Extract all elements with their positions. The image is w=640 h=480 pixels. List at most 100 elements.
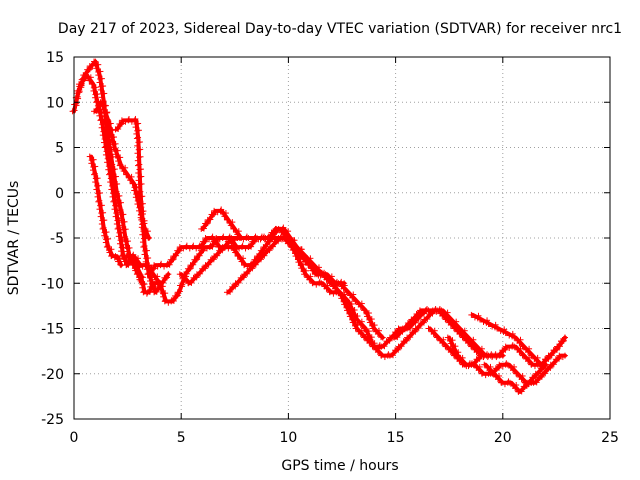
data-point [338,295,345,302]
data-point [298,246,305,253]
data-point [335,289,342,296]
data-point [96,79,103,86]
data-point [354,322,361,329]
data-point [297,255,304,262]
data-point [100,224,107,231]
data-point [457,354,464,361]
data-point [375,327,382,334]
data-point [121,218,128,225]
data-point [511,343,518,350]
data-point [284,235,290,241]
data-point [366,339,373,346]
data-point [117,206,124,213]
data-point [91,170,98,177]
data-point [115,158,122,165]
data-point [104,243,111,250]
data-point [528,361,535,368]
data-point [138,173,145,180]
data-point [307,255,314,262]
data-point [147,270,154,277]
data-point [86,77,93,84]
data-point [531,363,538,370]
data-point [176,244,183,251]
data-point [358,327,365,334]
data-point [354,313,361,320]
data-point [116,162,123,169]
data-point [248,243,255,250]
data-point [141,227,148,234]
data-point [434,307,441,314]
data-point [180,245,187,252]
data-point [330,290,337,297]
data-point [346,313,353,320]
data-point [424,316,431,323]
data-point [130,251,137,258]
data-point [127,258,134,265]
data-point [96,206,103,213]
data-point [479,370,486,377]
data-point [164,274,171,281]
data-point [238,258,245,265]
data-point [366,319,373,326]
data-point [535,370,542,377]
y-tick-label: -15 [41,322,64,338]
data-point [519,343,526,350]
data-point [351,316,358,323]
data-point [509,330,516,337]
data-point [288,237,295,244]
data-point [158,260,165,267]
data-point [266,236,273,243]
data-point [120,211,127,218]
data-point [116,192,123,199]
data-point [533,379,540,386]
data-point [87,74,94,81]
data-point [135,177,142,184]
data-point [222,243,229,250]
data-point [143,247,150,254]
data-point [502,330,509,337]
data-point [248,236,255,243]
data-point [99,106,106,113]
data-point [116,240,123,247]
data-point [519,372,526,379]
data-point [561,334,568,341]
data-point [120,230,127,237]
data-point [228,244,235,251]
x-axis-label: GPS time / hours [281,458,398,474]
data-point [230,225,237,232]
data-point [154,263,161,270]
data-point [223,216,230,223]
data-points [69,58,568,395]
data-point [151,281,158,288]
data-point [516,349,523,356]
y-axis: -25 -20 -15 -10 -5 0 5 10 15 [41,50,610,428]
data-point [123,253,130,260]
data-point [101,144,108,151]
data-point [217,207,224,214]
data-point [504,361,511,368]
data-point [548,352,555,359]
data-point [135,170,142,177]
data-point [141,242,148,249]
data-point [141,220,148,227]
x-axis: 0 5 10 15 20 25 [70,57,619,446]
data-point [517,336,524,343]
data-point [390,352,397,359]
data-point [147,277,154,284]
data-point [211,207,218,214]
data-point [434,334,441,341]
data-point [407,334,414,341]
data-point [487,363,494,370]
data-point [122,118,129,125]
data-point [176,288,183,295]
y-tick-label: -5 [50,231,64,247]
data-point [90,87,97,94]
data-point [524,358,531,365]
x-tick-label: 5 [177,430,186,446]
data-point [326,289,333,296]
data-point [108,137,115,144]
data-point [133,130,140,137]
data-point [518,376,525,383]
data-point [132,115,139,122]
data-point [494,325,501,332]
